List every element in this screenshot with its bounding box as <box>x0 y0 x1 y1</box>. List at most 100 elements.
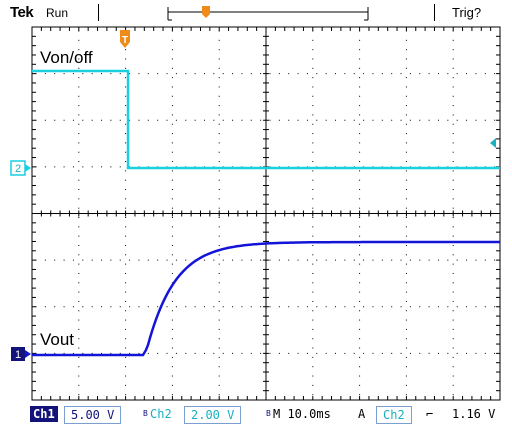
grid-dot <box>171 272 173 274</box>
grid-dot <box>312 161 314 163</box>
grid-dot <box>452 123 454 125</box>
grid-dot <box>452 198 454 200</box>
grid-dot <box>101 259 103 261</box>
grid-dot <box>447 306 449 308</box>
grid-dot <box>335 306 337 308</box>
grid-dot <box>335 119 337 121</box>
grid-dot <box>125 207 127 209</box>
grid-dot <box>171 133 173 135</box>
ch1-label[interactable]: Ch1 <box>30 406 58 422</box>
grid-dot <box>312 310 314 312</box>
grid-dot <box>125 114 127 116</box>
grid-dot <box>466 259 468 261</box>
grid-dot <box>269 306 271 308</box>
grid-dot <box>78 282 80 284</box>
grid-dot <box>44 259 46 261</box>
grid-dot <box>306 73 308 75</box>
grid-dot <box>381 352 383 354</box>
grid-dot <box>359 394 361 396</box>
grid-dot <box>78 291 80 293</box>
record-position-bracket[interactable] <box>167 6 369 21</box>
grid-dot <box>452 244 454 246</box>
trigger-source[interactable]: Ch2 <box>376 406 412 424</box>
grid-dot <box>405 49 407 51</box>
grid-dot <box>171 67 173 69</box>
grid-dot <box>359 300 361 302</box>
ch1-ground-marker[interactable]: 1 <box>11 347 31 361</box>
grid-dot <box>171 226 173 228</box>
grid-dot <box>54 119 56 121</box>
grid-dot <box>405 291 407 293</box>
grid-dot <box>78 133 80 135</box>
grid-dot <box>359 95 361 97</box>
grid-dot <box>428 352 430 354</box>
grid-dot <box>78 95 80 97</box>
grid-dot <box>359 272 361 274</box>
trigger-level-arrow-icon[interactable] <box>490 138 496 148</box>
grid-dot <box>250 259 252 261</box>
grid-dot <box>63 73 65 75</box>
grid-dot <box>363 259 365 261</box>
grid-dot <box>335 259 337 261</box>
grid-dot <box>78 49 80 51</box>
grid-dot <box>359 226 361 228</box>
grid-dot <box>185 119 187 121</box>
grid-dot <box>316 73 318 75</box>
grid-dot <box>125 217 127 218</box>
grid-dot <box>447 259 449 261</box>
grid-dot <box>312 291 314 293</box>
grid-dot <box>125 105 127 107</box>
grid-dot <box>119 166 121 168</box>
grid-dot <box>405 114 407 116</box>
grid-dot <box>125 198 127 200</box>
grid-dot <box>269 352 271 354</box>
grid-dot <box>166 73 168 75</box>
grid-dot <box>218 39 220 41</box>
grid-dot <box>405 244 407 246</box>
grid-dot <box>78 142 80 144</box>
ch1-signal-label: Vout <box>40 330 74 349</box>
grid-dot <box>72 352 74 354</box>
grid-dot <box>218 58 220 60</box>
grid-dot <box>344 119 346 121</box>
grid-dot <box>222 306 224 308</box>
grid-dot <box>218 123 220 125</box>
grid-dot <box>171 77 173 79</box>
grid-dot <box>171 235 173 237</box>
grid-dot <box>452 347 454 349</box>
timebase-readout[interactable]: M 10.0ms <box>273 407 331 421</box>
grid-dot <box>119 352 121 354</box>
grid-dot <box>456 119 458 121</box>
ch2-ground-marker[interactable]: 2 <box>10 160 31 176</box>
ch2-volts-per-div[interactable]: 2.00 V <box>184 406 242 424</box>
grid-dot <box>72 306 74 308</box>
grid-dot <box>82 352 84 354</box>
grid-dot <box>125 384 127 386</box>
grid-dot <box>316 306 318 308</box>
grid-dot <box>466 73 468 75</box>
trigger-mode[interactable]: A <box>358 407 366 421</box>
grid-dot <box>218 142 220 144</box>
grid-dot <box>405 384 407 386</box>
grid-dot <box>171 189 173 191</box>
grid-dot <box>222 119 224 121</box>
grid-dot <box>218 356 220 358</box>
grid-dot <box>125 58 127 60</box>
grid-dot <box>344 306 346 308</box>
ch2-label[interactable]: Ch2 <box>150 407 172 421</box>
grid-dot <box>405 226 407 228</box>
grid-dot <box>44 166 46 168</box>
grid-dot <box>218 179 220 181</box>
trigger-position-marker[interactable]: T <box>120 30 130 48</box>
grid-dot <box>312 254 314 256</box>
ch1-volts-per-div[interactable]: 5.00 V <box>64 406 122 424</box>
grid-dot <box>484 259 486 261</box>
grid-dot <box>452 161 454 163</box>
grid-dot <box>241 119 243 121</box>
grid-dot <box>147 259 149 261</box>
trigger-slope-icon: ⌐ <box>426 407 434 421</box>
trigger-level-readout[interactable]: 1.16 V <box>452 407 496 421</box>
grid-dot <box>297 259 299 261</box>
grid-dot <box>63 306 65 308</box>
grid-dot <box>325 119 327 121</box>
